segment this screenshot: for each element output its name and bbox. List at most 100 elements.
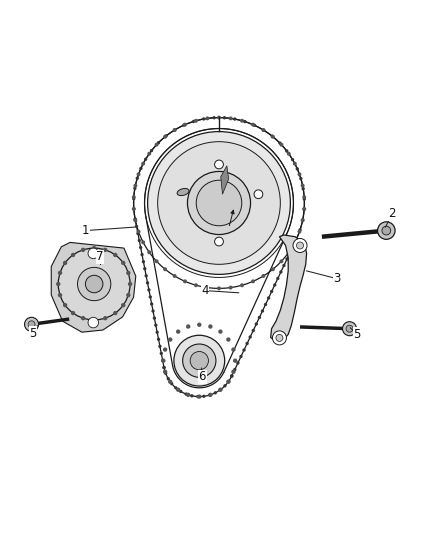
Circle shape <box>158 345 162 348</box>
Circle shape <box>88 317 99 328</box>
Circle shape <box>190 352 208 370</box>
Circle shape <box>285 149 288 152</box>
Circle shape <box>254 322 258 326</box>
Circle shape <box>271 135 275 139</box>
Circle shape <box>157 337 160 341</box>
Circle shape <box>197 322 201 327</box>
Circle shape <box>88 248 99 259</box>
Circle shape <box>154 324 157 327</box>
Circle shape <box>208 393 212 397</box>
Circle shape <box>85 275 103 293</box>
Circle shape <box>202 117 205 120</box>
Circle shape <box>233 368 237 371</box>
Circle shape <box>161 359 166 363</box>
Circle shape <box>229 286 233 289</box>
Circle shape <box>147 152 151 156</box>
Circle shape <box>103 248 107 252</box>
Circle shape <box>218 387 223 392</box>
Circle shape <box>150 302 153 306</box>
Circle shape <box>217 286 221 290</box>
Circle shape <box>132 207 135 211</box>
Circle shape <box>300 184 304 188</box>
Circle shape <box>293 240 297 244</box>
Circle shape <box>295 238 298 241</box>
Circle shape <box>137 230 141 233</box>
Circle shape <box>163 135 167 139</box>
Circle shape <box>162 366 166 369</box>
Circle shape <box>137 172 141 176</box>
Circle shape <box>134 217 137 221</box>
Circle shape <box>273 284 276 287</box>
Circle shape <box>240 283 244 287</box>
Circle shape <box>63 303 67 308</box>
Circle shape <box>271 267 275 271</box>
Circle shape <box>56 282 60 286</box>
Circle shape <box>276 277 279 280</box>
Circle shape <box>227 379 230 383</box>
Circle shape <box>242 349 246 352</box>
Circle shape <box>132 197 135 200</box>
Circle shape <box>303 208 306 211</box>
Circle shape <box>215 237 223 246</box>
Circle shape <box>287 152 291 156</box>
Circle shape <box>378 222 395 239</box>
Circle shape <box>300 219 304 222</box>
Circle shape <box>270 290 273 293</box>
Circle shape <box>301 187 305 190</box>
Circle shape <box>92 246 96 251</box>
Circle shape <box>176 387 180 392</box>
Circle shape <box>231 369 236 374</box>
Circle shape <box>144 158 147 161</box>
Circle shape <box>233 117 237 120</box>
Circle shape <box>239 355 243 358</box>
Circle shape <box>141 240 145 244</box>
Circle shape <box>176 329 180 334</box>
Circle shape <box>155 330 159 334</box>
Circle shape <box>187 172 251 235</box>
Circle shape <box>148 132 290 274</box>
Circle shape <box>78 268 111 301</box>
Circle shape <box>132 207 136 211</box>
Circle shape <box>150 149 153 152</box>
Circle shape <box>184 392 188 395</box>
Circle shape <box>251 329 255 332</box>
Circle shape <box>302 207 306 211</box>
Circle shape <box>135 225 138 228</box>
Circle shape <box>140 253 144 256</box>
Circle shape <box>229 116 233 120</box>
Circle shape <box>186 324 191 329</box>
Circle shape <box>208 393 212 397</box>
Circle shape <box>276 334 283 342</box>
Circle shape <box>152 310 155 313</box>
Circle shape <box>128 282 132 286</box>
Circle shape <box>258 316 261 319</box>
Circle shape <box>28 321 35 328</box>
Circle shape <box>153 317 156 320</box>
Circle shape <box>303 197 306 201</box>
Circle shape <box>233 359 237 363</box>
Circle shape <box>113 253 117 257</box>
Circle shape <box>291 158 294 161</box>
Circle shape <box>134 217 137 221</box>
Circle shape <box>214 391 217 394</box>
Circle shape <box>58 248 130 320</box>
Circle shape <box>343 322 357 336</box>
Circle shape <box>25 317 39 332</box>
Circle shape <box>186 393 191 397</box>
Circle shape <box>168 337 173 342</box>
Circle shape <box>113 311 117 315</box>
Circle shape <box>297 230 301 233</box>
Circle shape <box>126 271 131 275</box>
Circle shape <box>298 228 302 231</box>
Circle shape <box>132 195 136 199</box>
Circle shape <box>251 123 255 127</box>
Circle shape <box>183 123 187 127</box>
Circle shape <box>251 279 255 284</box>
Circle shape <box>134 184 138 188</box>
Circle shape <box>279 143 283 147</box>
Circle shape <box>71 311 75 315</box>
Circle shape <box>166 377 170 381</box>
Polygon shape <box>271 235 307 342</box>
Circle shape <box>254 190 263 199</box>
Circle shape <box>121 261 125 265</box>
